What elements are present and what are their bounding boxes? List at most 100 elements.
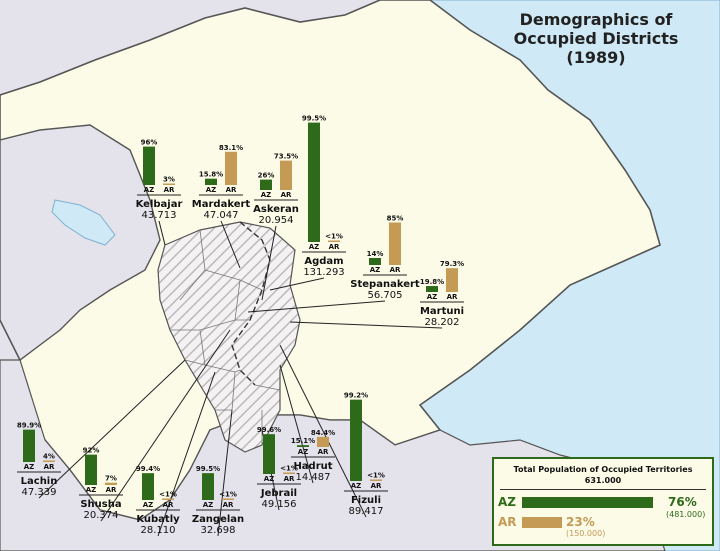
ar-bar <box>43 460 55 462</box>
az-percent-label: 15.8% <box>199 171 223 179</box>
district-name: Fizuli <box>351 495 381 506</box>
ar-bar <box>328 240 340 242</box>
totals-az-count: (481.000) <box>666 510 706 519</box>
ar-axis-label: AR <box>106 486 117 494</box>
az-axis-label: AZ <box>264 475 275 483</box>
ar-axis-label: AR <box>318 448 329 456</box>
ar-axis-label: AR <box>44 463 55 471</box>
az-axis-label: AZ <box>143 501 154 509</box>
district-population: 43.713 <box>142 210 177 221</box>
leader-line <box>38 359 186 499</box>
ar-percent-label: <1% <box>367 472 385 480</box>
az-percent-label: 99.6% <box>257 426 281 434</box>
az-bar <box>369 258 381 265</box>
az-bar <box>350 399 362 481</box>
ar-axis-label: AR <box>226 186 237 194</box>
az-bar <box>205 178 217 185</box>
az-bar <box>85 454 97 485</box>
ar-axis-label: AR <box>329 243 340 251</box>
leader-line <box>279 364 314 484</box>
ar-bar <box>389 222 401 265</box>
az-bar <box>308 122 320 242</box>
ar-percent-label: 73.5% <box>274 153 298 161</box>
leader-line <box>289 321 443 329</box>
ar-bar <box>370 479 382 481</box>
district-population: 47.339 <box>22 487 57 498</box>
ar-bar <box>163 183 175 185</box>
az-percent-label: 14% <box>367 250 384 258</box>
district-name: Mardakert <box>192 199 251 210</box>
leader-line <box>269 277 325 291</box>
ar-percent-label: <1% <box>159 491 177 499</box>
district-name: Stepanakert <box>350 279 420 290</box>
district-population: 56.705 <box>368 290 403 301</box>
ar-axis-label: AR <box>447 293 458 301</box>
ar-percent-label: 85% <box>387 215 404 223</box>
leader-line <box>220 220 241 269</box>
karabakh-border <box>231 221 271 386</box>
district-population: 14.487 <box>296 472 331 483</box>
armenia-land <box>0 124 161 362</box>
leader-line <box>158 220 166 246</box>
ar-percent-label: <1% <box>325 233 343 241</box>
district-name: Agdam <box>304 256 343 267</box>
az-bar <box>143 146 155 185</box>
az-bar <box>263 434 275 474</box>
ar-percent-label: 3% <box>163 176 175 184</box>
leader-line <box>247 300 386 313</box>
lake-sevan <box>51 199 116 246</box>
az-percent-label: 89.9% <box>17 422 41 430</box>
district-population: 32.698 <box>201 525 236 536</box>
totals-az-bar <box>522 497 653 508</box>
ar-percent-label: 83.1% <box>219 144 243 152</box>
leader-line <box>217 409 233 537</box>
az-percent-label: 96% <box>141 139 158 147</box>
ar-axis-label: AR <box>164 186 175 194</box>
ar-axis-label: AR <box>390 266 401 274</box>
totals-panel: Total Population of Occupied Territories… <box>492 457 714 546</box>
az-axis-label: AZ <box>206 186 217 194</box>
az-percent-label: 99.5% <box>196 465 220 473</box>
az-axis-label: AZ <box>261 191 272 199</box>
az-bar <box>202 473 214 500</box>
district-population: 131.293 <box>303 267 344 278</box>
az-axis-label: AZ <box>351 482 362 490</box>
az-percent-label: 99.4% <box>136 465 160 473</box>
leader-line <box>261 225 277 301</box>
az-percent-label: 99.5% <box>302 115 326 123</box>
totals-ar-percent: 23% <box>566 515 595 529</box>
az-percent-label: 19.8% <box>420 278 444 286</box>
district-population: 49.156 <box>262 499 297 510</box>
district-name: Shusha <box>80 499 121 510</box>
title-line-2: Occupied Districts (1989) <box>513 29 679 67</box>
az-bar <box>142 473 154 500</box>
az-percent-label: 15.1% <box>291 437 315 445</box>
ar-percent-label: 4% <box>43 453 55 461</box>
leader-line <box>157 371 216 537</box>
district-population: 28.110 <box>141 525 176 536</box>
az-axis-label: AZ <box>24 463 35 471</box>
ar-axis-label: AR <box>371 482 382 490</box>
district-name: Lachin <box>21 476 58 487</box>
district-population: 47.047 <box>204 210 239 221</box>
az-percent-label: 26% <box>258 172 275 180</box>
district-name: Hadrut <box>293 461 332 472</box>
title-line-1: Demographics of <box>519 10 673 29</box>
az-bar <box>426 286 438 292</box>
az-axis-label: AZ <box>203 501 214 509</box>
ar-percent-label: 79.3% <box>440 260 464 268</box>
az-percent-label: 92% <box>83 447 100 455</box>
az-axis-label: AZ <box>309 243 320 251</box>
ar-axis-label: AR <box>163 501 174 509</box>
totals-az-label: AZ <box>498 495 516 509</box>
